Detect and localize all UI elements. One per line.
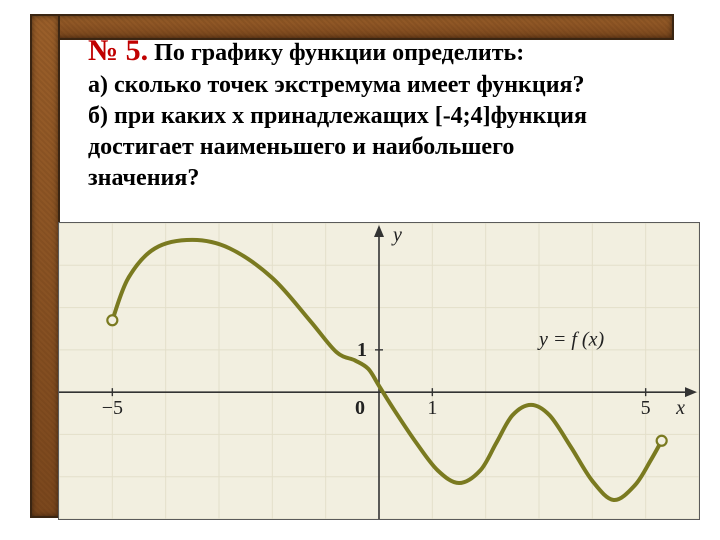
question-line-b2: достигает наименьшего и наибольшего bbox=[88, 134, 514, 160]
question-prompt: По графику функции определить: bbox=[154, 40, 524, 66]
function-chart: y x 0 −5 1 5 1 y = f (x) bbox=[58, 222, 700, 520]
svg-text:1: 1 bbox=[427, 397, 437, 419]
svg-text:1: 1 bbox=[357, 339, 367, 361]
svg-text:y: y bbox=[391, 224, 402, 246]
question-line-b1: б) при каких х принадлежащих [-4;4]функц… bbox=[88, 103, 587, 129]
question-line-b3: значения? bbox=[88, 165, 199, 191]
slide: № 5. По графику функции определить: а) с… bbox=[0, 0, 720, 540]
chart-svg: y x 0 −5 1 5 1 y = f (x) bbox=[59, 223, 699, 519]
svg-text:−5: −5 bbox=[102, 397, 123, 419]
question-line-a: а) сколько точек экстремума имеет функци… bbox=[88, 72, 585, 98]
question-text: № 5. По графику функции определить: а) с… bbox=[88, 32, 678, 193]
svg-text:0: 0 bbox=[355, 397, 365, 419]
svg-text:y = f (x): y = f (x) bbox=[537, 329, 604, 351]
question-number: № 5. bbox=[88, 34, 148, 67]
svg-text:x: x bbox=[675, 397, 685, 419]
corkboard-left bbox=[30, 14, 60, 518]
svg-text:5: 5 bbox=[641, 397, 651, 419]
